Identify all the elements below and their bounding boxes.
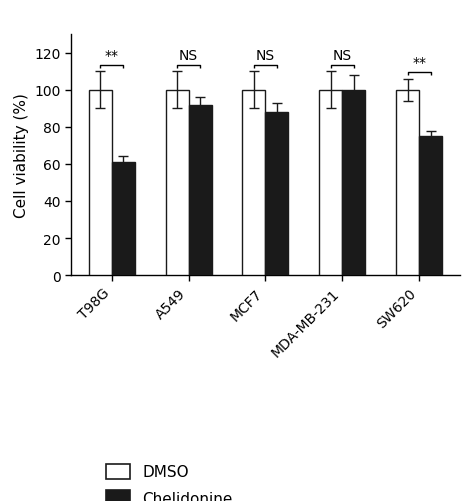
Bar [189,105,212,276]
Bar [112,163,135,276]
Text: NS: NS [179,49,198,63]
Bar [89,91,112,276]
Text: NS: NS [256,49,275,63]
Bar [419,137,442,276]
Text: **: ** [105,49,119,63]
Bar [265,113,289,276]
Bar [396,91,419,276]
Text: NS: NS [333,49,352,63]
Bar [342,91,365,276]
Y-axis label: Cell viability (%): Cell viability (%) [14,93,29,217]
Bar [242,91,265,276]
Bar [165,91,189,276]
Text: **: ** [412,56,426,70]
Legend: DMSO, Chelidonine: DMSO, Chelidonine [98,456,240,501]
Bar [319,91,342,276]
